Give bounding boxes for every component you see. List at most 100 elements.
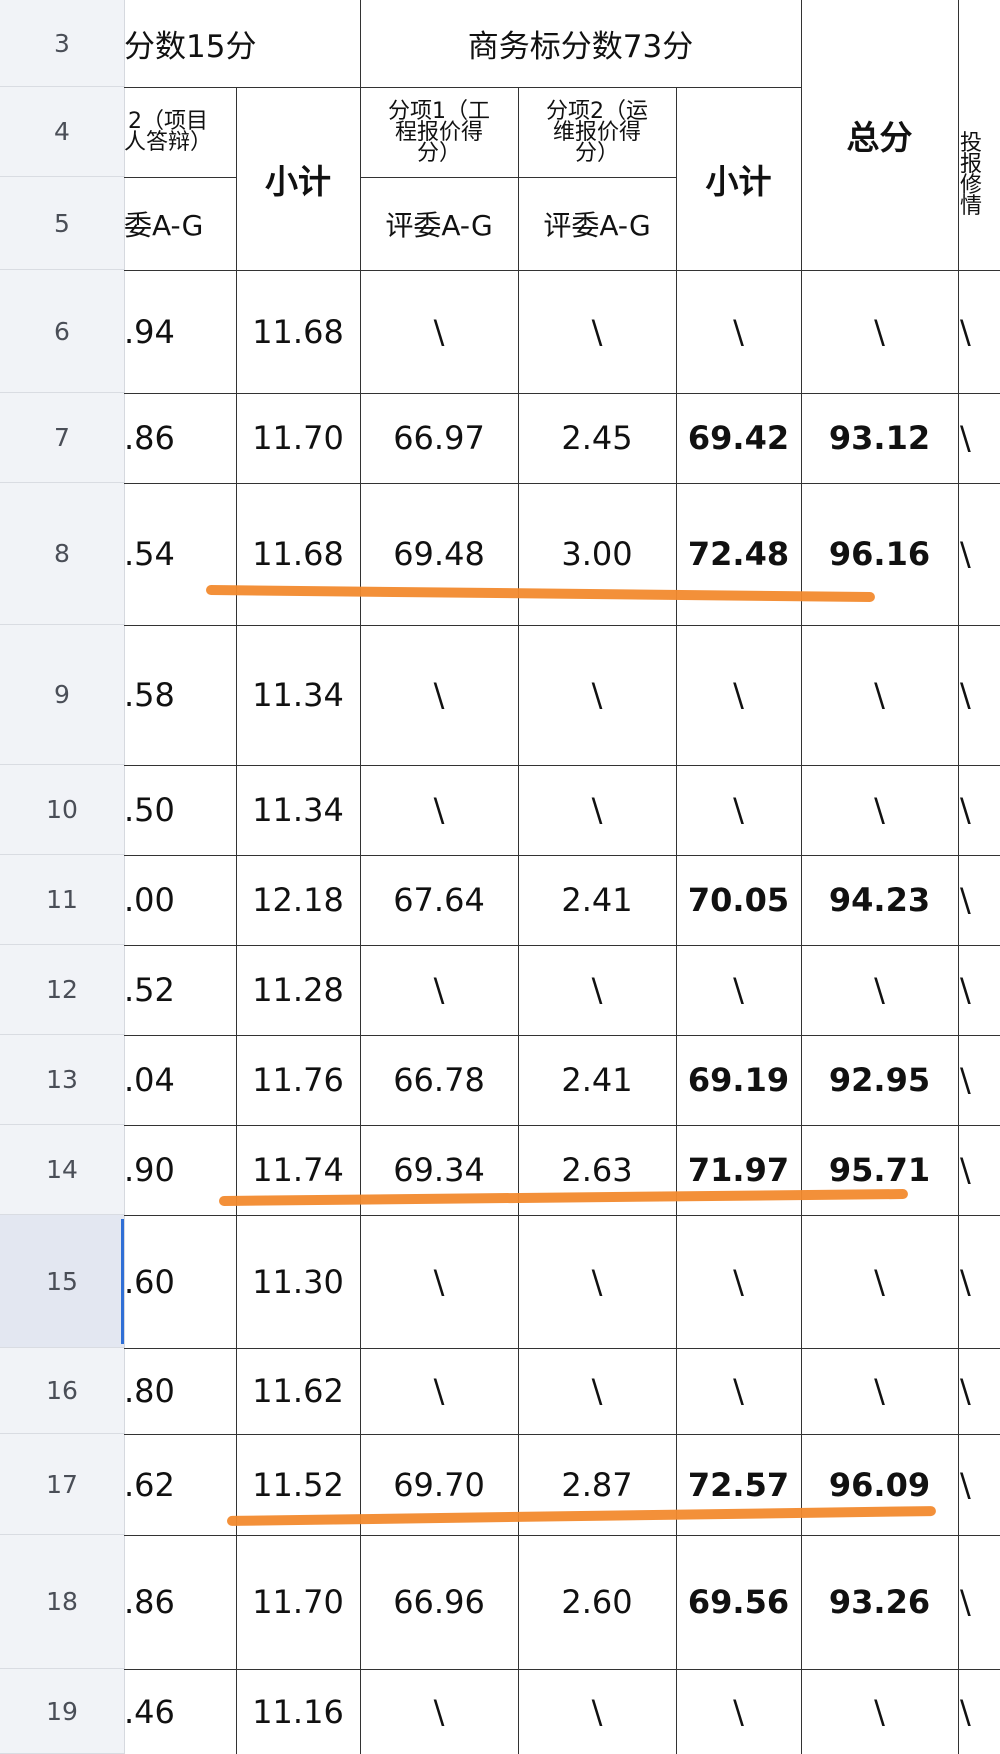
cell-r18-sub1[interactable]: 11.70 bbox=[252, 1583, 344, 1621]
header-total[interactable]: 总分 bbox=[846, 118, 913, 157]
cell-r18-sub2[interactable]: 69.56 bbox=[687, 1583, 790, 1621]
row-header-14[interactable]: 14 bbox=[0, 1125, 124, 1215]
cell-r17-p2[interactable]: 2.87 bbox=[561, 1465, 633, 1504]
cell-r19-last[interactable]: \ bbox=[960, 1692, 971, 1731]
row-header-10[interactable]: 10 bbox=[0, 765, 124, 855]
cell-r19-sub1[interactable]: 11.16 bbox=[252, 1692, 344, 1731]
row-header-6[interactable]: 6 bbox=[0, 270, 124, 393]
cell-r14-sub2[interactable]: 71.97 bbox=[687, 1151, 790, 1189]
cell-r19-p1[interactable]: \ bbox=[433, 1692, 445, 1731]
cell-r19-a[interactable]: .46 bbox=[124, 1692, 175, 1731]
cell-r6-last[interactable]: \ bbox=[960, 312, 971, 351]
cell-r8-last[interactable]: \ bbox=[960, 535, 971, 573]
cell-r12-sub1[interactable]: 11.28 bbox=[252, 971, 344, 1009]
row-header-16[interactable]: 16 bbox=[0, 1348, 124, 1434]
cell-r10-p1[interactable]: \ bbox=[433, 791, 445, 829]
cell-r16-a[interactable]: .80 bbox=[124, 1372, 175, 1410]
header-partial-item2[interactable]: 2（项目 人答辩） bbox=[124, 109, 213, 155]
header-partial-score-group[interactable]: 分数15分 bbox=[124, 29, 257, 65]
cell-r9-p2[interactable]: \ bbox=[591, 676, 603, 714]
cell-r15-p1[interactable]: \ bbox=[433, 1262, 445, 1301]
row-header-19[interactable]: 19 bbox=[0, 1669, 124, 1754]
header-judges-item2[interactable]: 评委A-G bbox=[543, 208, 651, 242]
cell-r9-last[interactable]: \ bbox=[960, 676, 971, 714]
cell-r7-total[interactable]: 93.12 bbox=[828, 419, 931, 457]
cell-r6-total[interactable]: \ bbox=[874, 312, 885, 351]
header-last-col[interactable]: 投 报 修 情 bbox=[960, 131, 983, 219]
cell-r12-p1[interactable]: \ bbox=[433, 971, 445, 1009]
cell-r14-p1[interactable]: 69.34 bbox=[393, 1151, 485, 1189]
header-judges-partial[interactable]: 委A-G bbox=[124, 208, 204, 242]
cell-r10-p2[interactable]: \ bbox=[591, 791, 603, 829]
row-header-18[interactable]: 18 bbox=[0, 1535, 124, 1669]
row-header-3[interactable]: 3 bbox=[0, 0, 124, 87]
cell-r10-sub1[interactable]: 11.34 bbox=[252, 791, 344, 829]
header-business-group[interactable]: 商务标分数73分 bbox=[467, 29, 694, 65]
cell-r7-sub1[interactable]: 11.70 bbox=[252, 419, 344, 457]
header-item1[interactable]: 分项1（工 程报价得 分） bbox=[388, 98, 490, 166]
header-subtotal-2[interactable]: 小计 bbox=[705, 161, 772, 201]
cell-r7-a[interactable]: .86 bbox=[124, 419, 175, 457]
cell-r15-p2[interactable]: \ bbox=[591, 1262, 603, 1301]
cell-r6-p2[interactable]: \ bbox=[591, 312, 603, 351]
cell-r13-p1[interactable]: 66.78 bbox=[393, 1061, 485, 1099]
header-subtotal-1[interactable]: 小计 bbox=[265, 161, 331, 201]
cell-r15-sub1[interactable]: 11.30 bbox=[252, 1262, 344, 1301]
cell-r8-p1[interactable]: 69.48 bbox=[393, 535, 485, 573]
cell-r16-p2[interactable]: \ bbox=[591, 1372, 603, 1410]
cell-r16-p1[interactable]: \ bbox=[433, 1372, 445, 1410]
cell-r8-sub2[interactable]: 72.48 bbox=[687, 535, 790, 573]
cell-r11-total[interactable]: 94.23 bbox=[828, 881, 931, 919]
cell-r19-sub2[interactable]: \ bbox=[733, 1692, 744, 1731]
cell-r11-sub2[interactable]: 70.05 bbox=[687, 881, 790, 919]
cell-r9-a[interactable]: .58 bbox=[124, 676, 175, 714]
row-header-5[interactable]: 5 bbox=[0, 177, 124, 270]
cell-r14-sub1[interactable]: 11.74 bbox=[252, 1151, 344, 1189]
cell-r7-p1[interactable]: 66.97 bbox=[393, 419, 485, 457]
row-header-8[interactable]: 8 bbox=[0, 483, 124, 625]
cell-r14-total[interactable]: 95.71 bbox=[828, 1151, 931, 1189]
cell-r6-sub1[interactable]: 11.68 bbox=[252, 312, 344, 351]
cell-r8-a[interactable]: .54 bbox=[124, 535, 175, 573]
header-item2[interactable]: 分项2（运 维报价得 分） bbox=[546, 98, 648, 166]
row-header-9[interactable]: 9 bbox=[0, 625, 124, 765]
cell-r11-sub1[interactable]: 12.18 bbox=[252, 881, 344, 919]
cell-r14-p2[interactable]: 2.63 bbox=[561, 1151, 633, 1189]
cell-r13-last[interactable]: \ bbox=[960, 1061, 971, 1099]
cell-r6-p1[interactable]: \ bbox=[433, 312, 445, 351]
cell-r17-last[interactable]: \ bbox=[960, 1465, 971, 1504]
cell-r15-sub2[interactable]: \ bbox=[733, 1262, 744, 1301]
cell-r15-a[interactable]: .60 bbox=[124, 1262, 175, 1301]
cell-r9-p1[interactable]: \ bbox=[433, 676, 445, 714]
cell-r17-a[interactable]: .62 bbox=[124, 1465, 175, 1504]
row-header-12[interactable]: 12 bbox=[0, 945, 124, 1035]
header-judges-item1[interactable]: 评委A-G bbox=[385, 208, 493, 242]
cell-r10-last[interactable]: \ bbox=[960, 791, 971, 829]
cell-r6-sub2[interactable]: \ bbox=[733, 312, 744, 351]
row-header-15[interactable]: 15 bbox=[0, 1215, 124, 1348]
cell-r11-p1[interactable]: 67.64 bbox=[393, 881, 485, 919]
cell-r15-total[interactable]: \ bbox=[874, 1262, 885, 1301]
cell-r12-p2[interactable]: \ bbox=[591, 971, 603, 1009]
cell-r9-sub2[interactable]: \ bbox=[733, 676, 744, 714]
cell-r13-total[interactable]: 92.95 bbox=[828, 1061, 931, 1099]
cell-r7-last[interactable]: \ bbox=[960, 419, 971, 457]
cell-r12-total[interactable]: \ bbox=[874, 971, 885, 1009]
cell-r9-sub1[interactable]: 11.34 bbox=[252, 676, 344, 714]
cell-r17-sub1[interactable]: 11.52 bbox=[252, 1465, 344, 1504]
cell-r17-sub2[interactable]: 72.57 bbox=[687, 1465, 790, 1504]
row-header-13[interactable]: 13 bbox=[0, 1035, 124, 1125]
cell-r8-p2[interactable]: 3.00 bbox=[561, 535, 633, 573]
cell-r19-total[interactable]: \ bbox=[874, 1692, 885, 1731]
cell-r18-a[interactable]: .86 bbox=[124, 1583, 175, 1621]
cell-r7-sub2[interactable]: 69.42 bbox=[687, 419, 790, 457]
cell-r18-total[interactable]: 93.26 bbox=[828, 1583, 931, 1621]
cell-r13-p2[interactable]: 2.41 bbox=[561, 1061, 633, 1099]
cell-r6-a[interactable]: .94 bbox=[124, 312, 175, 351]
cell-r12-a[interactable]: .52 bbox=[124, 971, 175, 1009]
row-header-17[interactable]: 17 bbox=[0, 1434, 124, 1535]
cell-r11-p2[interactable]: 2.41 bbox=[561, 881, 633, 919]
cell-r13-a[interactable]: .04 bbox=[124, 1061, 175, 1099]
cell-r18-p2[interactable]: 2.60 bbox=[561, 1583, 633, 1621]
